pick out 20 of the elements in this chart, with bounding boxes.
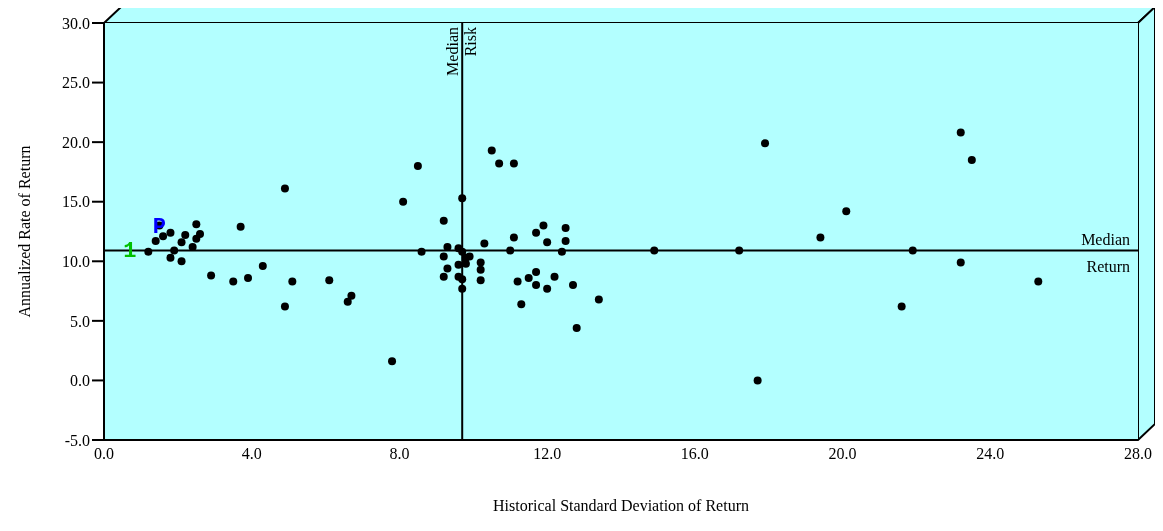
y-tick-label: 5.0 (70, 312, 90, 330)
ref-line-label: Median Risk (444, 27, 480, 76)
y-tick-label: 0.0 (70, 372, 90, 390)
x-axis-title: Historical Standard Deviation of Return (493, 497, 749, 515)
y-tick-label: 25.0 (62, 74, 90, 92)
y-tick-label: 10.0 (62, 252, 90, 270)
x-tick-label: 12.0 (533, 445, 562, 463)
ref-line-label: Median Return (1081, 230, 1130, 275)
x-tick-label: 4.0 (241, 445, 262, 463)
x-tick-label: 28.0 (1124, 445, 1152, 463)
x-tick-label: 0.0 (94, 445, 114, 463)
y-tick-label: 30.0 (62, 14, 90, 32)
y-tick-label: 15.0 (62, 193, 90, 211)
y-tick-label: -5.0 (64, 431, 90, 449)
y-tick-label: 20.0 (62, 133, 90, 151)
y-axis-title: Annualized Rate of Return (15, 145, 33, 318)
x-tick-label: 8.0 (389, 445, 410, 463)
x-tick-label: 24.0 (976, 445, 1005, 463)
x-tick-label: 20.0 (828, 445, 857, 463)
x-tick-label: 16.0 (680, 445, 709, 463)
